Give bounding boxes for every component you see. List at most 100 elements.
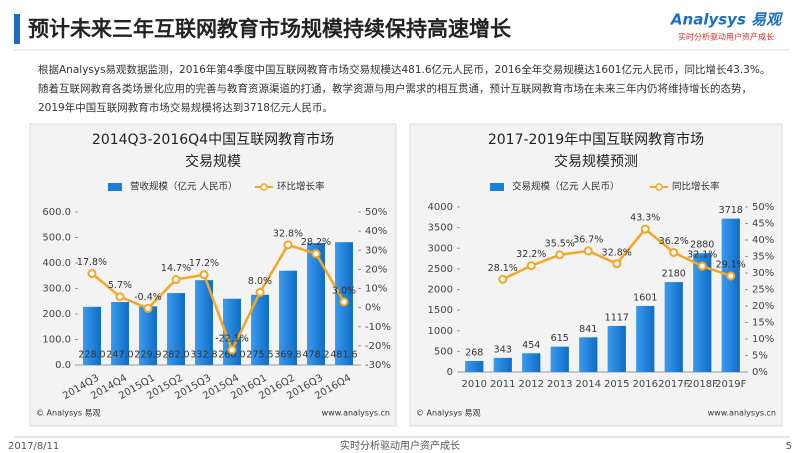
growth-label: 17.2% [189, 258, 219, 269]
y2-tick-label: 30% [365, 245, 387, 256]
legend-label: 同比增长率 [672, 181, 720, 193]
bar-value-label: 3718 [719, 205, 743, 216]
y-tick-label: 600.0 [42, 207, 71, 218]
footer-slogan: 实时分析驱动用户资产成长 [340, 439, 460, 452]
growth-line [91, 243, 346, 354]
legend-label: 交易规模（亿元 人民币） [512, 181, 620, 193]
growth-point [669, 248, 679, 258]
legend-swatch [108, 183, 122, 191]
growth-label: 17.8% [77, 257, 107, 268]
growth-label: -22.1% [215, 333, 249, 344]
page-number: 5 [786, 441, 792, 452]
y-tick-label: 2500 [428, 264, 453, 275]
y-tick-label: 0 [447, 367, 453, 378]
chart-title: 交易规模预测 [554, 153, 638, 170]
growth-label: 32.1% [687, 250, 717, 261]
y2-tick-label: 40% [752, 235, 774, 246]
chart-website: www.analysys.cn [322, 409, 390, 418]
legend-swatch [260, 183, 268, 191]
bar-value-label: 275.5 [246, 350, 273, 361]
bar [307, 243, 325, 365]
bar-value-label: 228.0 [78, 350, 105, 361]
y2-tick-label: 0% [365, 303, 381, 314]
paragraph-line: 2019年中国互联网教育市场交易规模将达到3718亿元人民币。 [38, 101, 333, 114]
y2-tick-label: 35% [752, 252, 774, 263]
y2-tick-label: 10% [365, 284, 387, 295]
bar [83, 306, 101, 365]
growth-point [255, 287, 265, 297]
bar [664, 282, 683, 372]
paragraph-line: 根据Analysys易观数据监测，2016年第4季度中国互联网教育市场交易规模达… [38, 63, 770, 76]
y-tick-label: 100.0 [42, 335, 71, 346]
growth-point [311, 249, 321, 259]
growth-point [697, 261, 707, 271]
growth-label: 32.2% [516, 249, 546, 260]
bar-value-label: 229.9 [134, 350, 161, 361]
y-tick-label: 4000 [428, 202, 453, 213]
bar [223, 298, 241, 365]
x-tick-label: 2017F [658, 379, 689, 390]
bar [167, 293, 185, 365]
bar-value-label: 1117 [605, 312, 629, 323]
growth-label: 5.7% [108, 280, 132, 291]
bar [251, 294, 269, 365]
bar [636, 305, 655, 372]
growth-label: 35.5% [545, 238, 575, 249]
growth-label: 32.8% [273, 228, 303, 239]
y-tick-label: 500.0 [42, 233, 71, 244]
y2-tick-label: 0% [752, 367, 768, 378]
growth-point [555, 250, 565, 260]
growth-point [339, 297, 349, 307]
bar-value-label: 343 [494, 344, 512, 355]
x-tick-label: 2018F [687, 379, 718, 390]
bar-value-label: 332.8 [190, 350, 217, 361]
y2-tick-label: 20% [365, 264, 387, 275]
y-tick-label: 1500 [428, 305, 453, 316]
y2-tick-label: 5% [752, 351, 768, 362]
bar [465, 360, 484, 372]
bar-value-label: 282.0 [162, 350, 189, 361]
y-tick-label: 3000 [428, 243, 453, 254]
header-bar [14, 14, 20, 44]
bar-value-label: 2880 [690, 240, 714, 251]
bar [607, 325, 626, 372]
bar-value-label: 454 [522, 340, 540, 351]
bar [522, 353, 541, 372]
growth-point [171, 275, 181, 285]
legend-swatch [490, 183, 504, 191]
x-tick-label: 2019F [715, 379, 746, 390]
bar-value-label: 481.6 [330, 350, 357, 361]
bar [693, 253, 712, 372]
y2-tick-label: 10% [752, 334, 774, 345]
x-tick-label: 2015 [604, 379, 629, 390]
growth-point [87, 269, 97, 279]
growth-label: 8.0% [248, 276, 272, 287]
bar-value-label: 1601 [633, 292, 657, 303]
growth-point [227, 345, 237, 355]
slide-title: 预计未来三年互联网教育市场规模持续保持高速增长 [28, 17, 512, 41]
y2-tick-label: 40% [365, 226, 387, 237]
bar [195, 280, 213, 365]
y2-tick-label: 25% [752, 285, 774, 296]
y-tick-label: 1000 [428, 326, 453, 337]
legend-label: 营收规模（亿元 人民币） [130, 181, 238, 193]
bar-value-label: 841 [579, 324, 597, 335]
chart-title: 交易规模 [185, 153, 241, 170]
growth-point [498, 274, 508, 284]
growth-point [199, 270, 209, 280]
bar [111, 302, 129, 365]
bar-value-label: 615 [551, 333, 569, 344]
bar [493, 357, 512, 372]
chart-source: © Analysys 易观 [416, 409, 481, 418]
x-tick-label: 2014 [576, 379, 601, 390]
bar [721, 218, 740, 372]
y2-tick-label: 20% [752, 301, 774, 312]
y-tick-label: 2000 [428, 285, 453, 296]
x-tick-label: 2012 [519, 379, 544, 390]
bar [550, 346, 569, 372]
growth-label: 14.7% [161, 263, 191, 274]
logo-tagline: 实时分析驱动用户资产成长 [678, 32, 774, 42]
bar-value-label: 478.2 [302, 350, 329, 361]
footer-date: 2017/8/11 [8, 441, 59, 452]
